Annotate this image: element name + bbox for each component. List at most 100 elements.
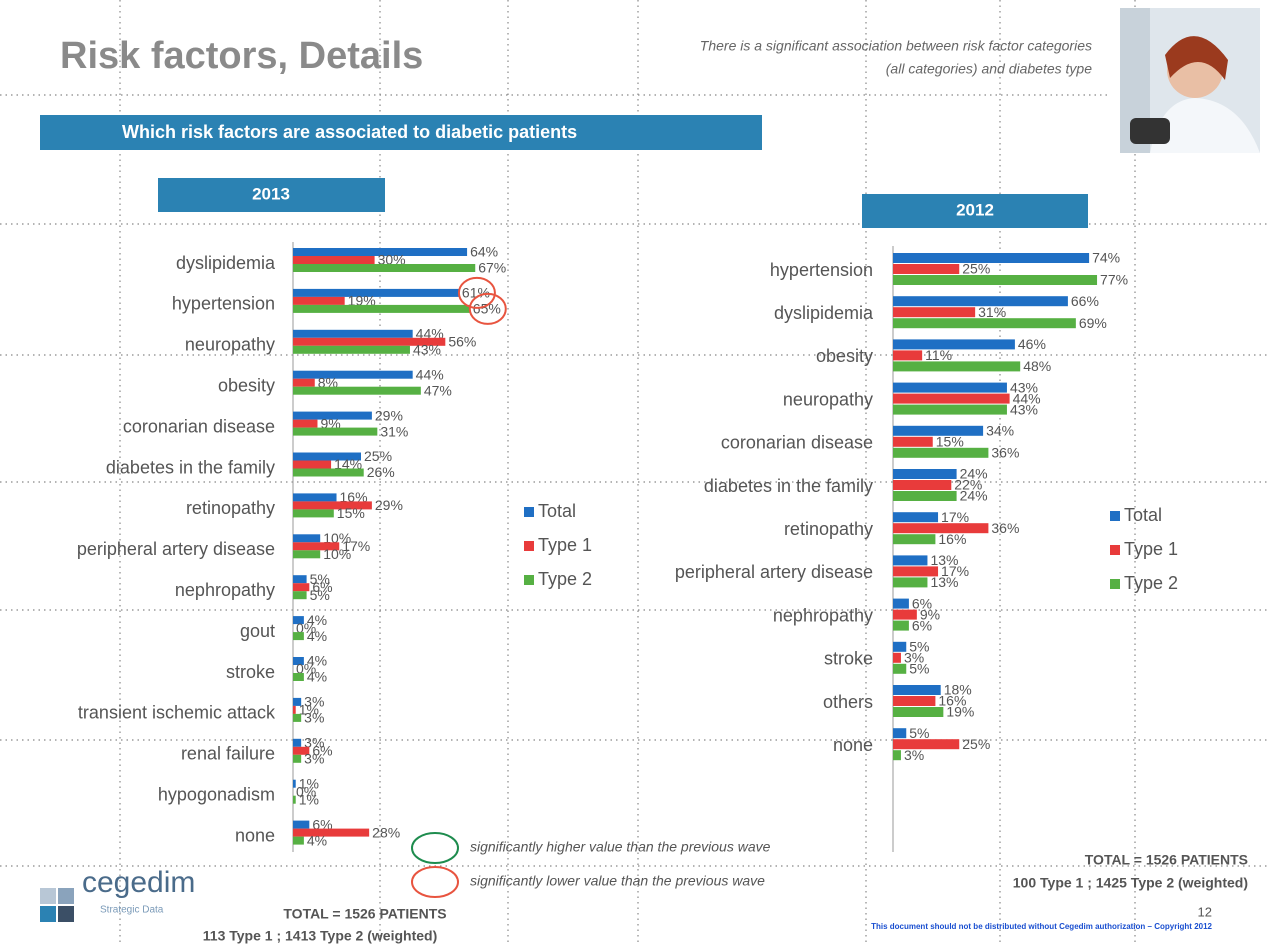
value-label: 4% — [307, 832, 327, 848]
note-line: There is a significant association betwe… — [700, 38, 1092, 54]
bar — [293, 289, 459, 297]
bar — [293, 821, 309, 829]
bar — [293, 673, 304, 681]
value-label: 43% — [413, 342, 441, 358]
value-label: 67% — [478, 260, 506, 276]
charts: dyslipidemia64%30%67%hypertension61%19%6… — [77, 242, 1178, 852]
value-label: 47% — [424, 382, 452, 398]
category-label: coronarian disease — [721, 433, 873, 453]
category-label: nephropathy — [175, 580, 275, 600]
bar — [893, 437, 933, 447]
value-label: 43% — [1010, 401, 1038, 417]
bar — [893, 512, 938, 522]
bar — [293, 632, 304, 640]
category-label: retinopathy — [186, 498, 275, 518]
category-label: neuropathy — [185, 335, 275, 355]
bar — [293, 706, 296, 714]
category-label: diabetes in the family — [704, 476, 873, 496]
bar — [893, 339, 1015, 349]
category-label: hypogonadism — [158, 784, 275, 804]
bar — [893, 307, 975, 317]
total-text: 113 Type 1 ; 1413 Type 2 (weighted) — [203, 928, 437, 944]
bar — [293, 591, 307, 599]
bar — [293, 493, 337, 501]
slide: Risk factors, Details There is a signifi… — [0, 0, 1270, 946]
photo — [1120, 8, 1260, 153]
chart-title: 2013 — [252, 184, 290, 203]
logo — [40, 888, 74, 922]
value-label: 3% — [304, 751, 324, 767]
bar — [893, 253, 1089, 263]
category-label: peripheral artery disease — [675, 562, 873, 582]
category-label: nephropathy — [773, 605, 873, 625]
legend-label: Type 2 — [1124, 573, 1178, 593]
bar — [893, 577, 927, 587]
value-label: 15% — [337, 505, 365, 521]
category-label: retinopathy — [784, 519, 873, 539]
category-label: obesity — [218, 375, 275, 395]
value-label: 66% — [1071, 293, 1099, 309]
total-text: TOTAL = 1526 PATIENTS — [1085, 852, 1248, 868]
higher-marker — [412, 833, 458, 863]
value-label: 25% — [962, 736, 990, 752]
bar — [893, 275, 1097, 285]
bar — [293, 420, 317, 428]
bar — [293, 379, 315, 387]
total-text: TOTAL = 1526 PATIENTS — [283, 906, 446, 922]
bar — [893, 318, 1076, 328]
significance-label: significantly lower value than the previ… — [470, 873, 765, 889]
value-label: 25% — [364, 448, 392, 464]
category-label: others — [823, 692, 873, 712]
category-label: dyslipidemia — [176, 253, 276, 273]
bar — [893, 664, 906, 674]
value-label: 1% — [299, 791, 319, 807]
category-label: peripheral artery disease — [77, 539, 275, 559]
bar — [293, 714, 301, 722]
value-label: 56% — [448, 334, 476, 350]
bar — [893, 707, 943, 717]
bar — [893, 383, 1007, 393]
bar — [293, 387, 421, 395]
bar — [893, 448, 988, 458]
bar — [293, 346, 410, 354]
legend-swatch — [1110, 579, 1120, 589]
bar — [893, 491, 957, 501]
value-label: 15% — [936, 434, 964, 450]
bar — [293, 583, 309, 591]
page-number: 12 — [1198, 904, 1212, 919]
bar — [893, 405, 1007, 415]
value-label: 48% — [1023, 358, 1051, 374]
bar — [893, 599, 909, 609]
category-label: obesity — [816, 346, 873, 366]
category-label: transient ischemic attack — [78, 703, 276, 723]
category-label: renal failure — [181, 744, 275, 764]
bar — [293, 297, 345, 305]
value-label: 77% — [1100, 272, 1128, 288]
category-label: hypertension — [172, 294, 275, 314]
value-label: 26% — [367, 464, 395, 480]
bar — [293, 330, 413, 338]
legend-swatch — [524, 575, 534, 585]
value-label: 34% — [986, 423, 1014, 439]
value-label: 64% — [470, 244, 498, 260]
legend-swatch — [1110, 511, 1120, 521]
bar — [893, 469, 957, 479]
bar — [293, 428, 377, 436]
bar — [293, 256, 375, 264]
value-label: 16% — [938, 531, 966, 547]
bar — [893, 728, 906, 738]
bar — [893, 621, 909, 631]
legend-swatch — [524, 507, 534, 517]
legend-swatch — [524, 541, 534, 551]
bar — [893, 534, 935, 544]
value-label: 36% — [991, 520, 1019, 536]
bar — [893, 361, 1020, 371]
bar — [293, 534, 320, 542]
bar — [293, 550, 320, 558]
bar — [293, 509, 334, 517]
bar — [893, 394, 1010, 404]
value-label: 3% — [304, 710, 324, 726]
value-label: 36% — [991, 445, 1019, 461]
bar — [293, 264, 475, 272]
category-label: stroke — [824, 649, 873, 669]
